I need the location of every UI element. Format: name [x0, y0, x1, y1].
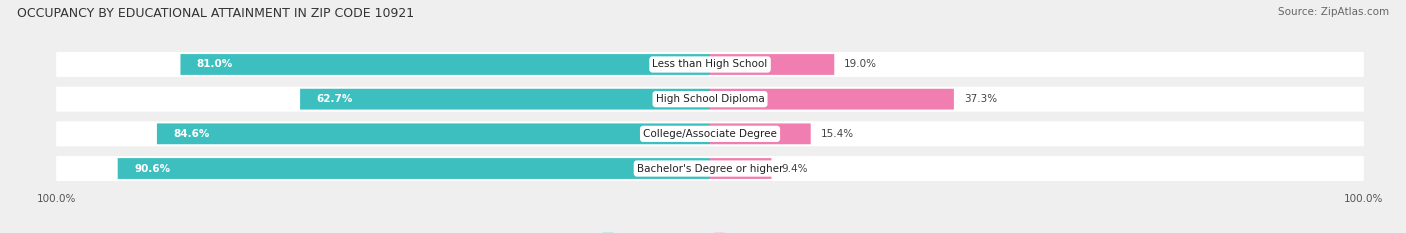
- FancyBboxPatch shape: [180, 54, 710, 75]
- FancyBboxPatch shape: [710, 54, 834, 75]
- FancyBboxPatch shape: [56, 87, 1364, 112]
- FancyBboxPatch shape: [299, 89, 710, 110]
- FancyBboxPatch shape: [56, 52, 1364, 77]
- FancyBboxPatch shape: [157, 123, 710, 144]
- FancyBboxPatch shape: [56, 156, 1364, 181]
- FancyBboxPatch shape: [710, 123, 811, 144]
- Text: Source: ZipAtlas.com: Source: ZipAtlas.com: [1278, 7, 1389, 17]
- Text: OCCUPANCY BY EDUCATIONAL ATTAINMENT IN ZIP CODE 10921: OCCUPANCY BY EDUCATIONAL ATTAINMENT IN Z…: [17, 7, 413, 20]
- Text: Less than High School: Less than High School: [652, 59, 768, 69]
- Text: 81.0%: 81.0%: [197, 59, 233, 69]
- Text: 15.4%: 15.4%: [821, 129, 853, 139]
- Text: 19.0%: 19.0%: [844, 59, 877, 69]
- Text: High School Diploma: High School Diploma: [655, 94, 765, 104]
- Text: Bachelor's Degree or higher: Bachelor's Degree or higher: [637, 164, 783, 174]
- Text: 37.3%: 37.3%: [963, 94, 997, 104]
- Text: 90.6%: 90.6%: [134, 164, 170, 174]
- FancyBboxPatch shape: [710, 158, 772, 179]
- FancyBboxPatch shape: [118, 158, 710, 179]
- Text: 84.6%: 84.6%: [173, 129, 209, 139]
- Text: 9.4%: 9.4%: [782, 164, 808, 174]
- FancyBboxPatch shape: [56, 121, 1364, 146]
- Text: College/Associate Degree: College/Associate Degree: [643, 129, 778, 139]
- FancyBboxPatch shape: [710, 89, 953, 110]
- Text: 62.7%: 62.7%: [316, 94, 353, 104]
